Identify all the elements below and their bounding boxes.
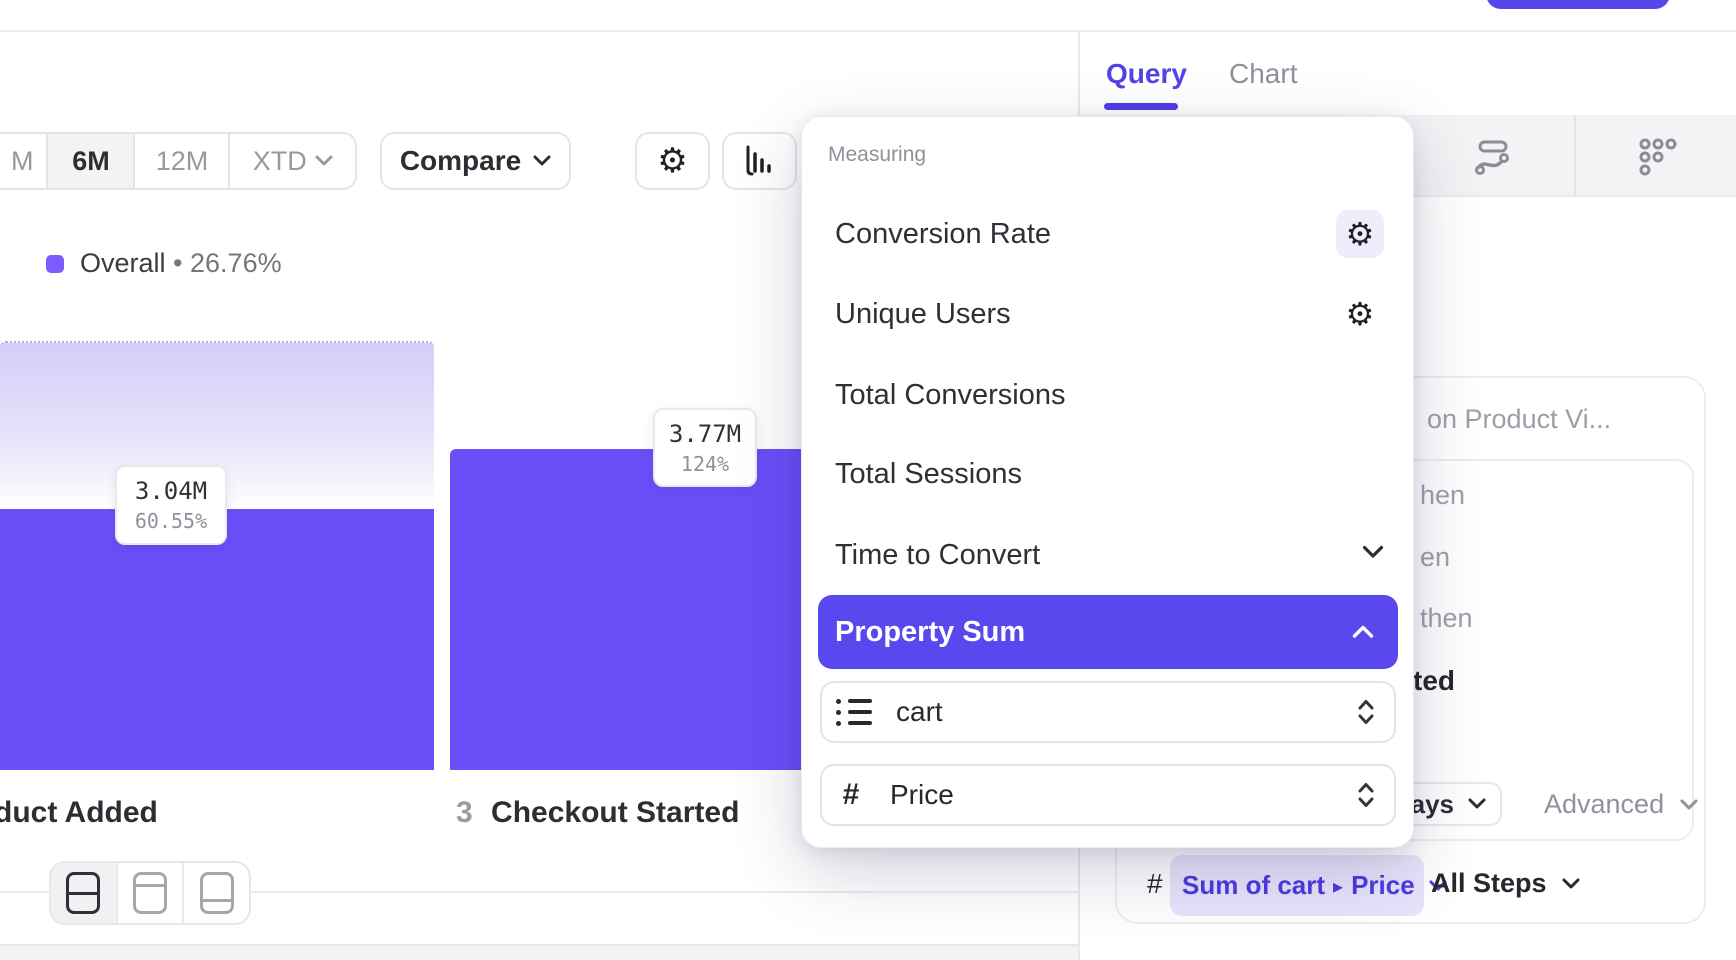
layout-split-horizontal-button[interactable] [51,863,118,923]
chart-footer-divider [0,891,1078,893]
step-label-product-added: duct Added [0,796,158,829]
split-horizontal-icon [66,872,101,914]
funnel-bar-checkout-started[interactable] [450,449,806,770]
funnel-bar-product-added[interactable] [0,509,434,770]
flow-chart-type-button[interactable] [1473,137,1513,177]
bar-chart-icon [743,144,777,178]
gear-icon: ⚙ [657,141,688,181]
tab-query[interactable]: Query [1106,58,1187,89]
active-tab-underline [1104,103,1178,110]
flow-icon [1473,137,1513,177]
menu-item-unique-users[interactable]: Unique Users [835,298,1011,330]
unfold-icon [1356,698,1376,726]
numeric-type-icon: # [1147,868,1163,899]
tab-chart[interactable]: Chart [1229,58,1298,89]
navbar-divider [0,30,1736,32]
top-pane-icon [133,872,167,914]
step-row-fragment: hen [1420,480,1466,510]
menu-item-property-sum-selected[interactable]: Property Sum [818,595,1398,669]
chevron-down-icon [315,155,333,167]
menu-item-total-sessions[interactable]: Total Sessions [835,458,1022,490]
breadcrumb-arrow-icon: ▸ [1333,873,1344,898]
gear-icon: ⚙ [1345,215,1375,253]
layout-toggle-group [49,861,251,925]
hash-icon: # [842,778,860,811]
legend-label: Overall • 26.76% [80,248,282,278]
grid-dots-icon [1638,137,1678,177]
time-range-12m[interactable]: 12M [135,134,231,188]
step-row-fragment: en [1420,542,1451,572]
chevron-down-icon [1680,799,1698,811]
property-select[interactable]: # Price [820,764,1396,826]
menu-item-time-to-convert[interactable]: Time to Convert [835,539,1041,571]
card-title-fragment: on Product Vi... [1427,404,1612,434]
time-range-xtd[interactable]: XTD [230,134,355,188]
step-name-fragment: ted [1413,665,1455,696]
time-range-segmented-control: M 6M 12M XTD [0,132,357,190]
conversion-rate-settings-button[interactable]: ⚙ [1336,210,1384,258]
menu-item-total-conversions[interactable]: Total Conversions [835,379,1066,411]
strip-divider [1574,115,1576,197]
chart-settings-button[interactable]: ⚙ [635,132,710,190]
time-range-6m[interactable]: 6M [48,134,136,188]
value-label-checkout-started: 3.77M 124% [653,408,757,487]
chevron-down-icon [1429,880,1447,892]
chevron-up-icon [1352,625,1374,639]
value-label-product-added: 3.04M 60.55% [115,465,227,545]
chevron-down-icon[interactable] [1362,545,1384,559]
chevron-down-icon [533,155,551,167]
layout-bottom-pane-button[interactable] [184,863,249,923]
grid-chart-type-button[interactable] [1638,137,1678,177]
chart-style-button[interactable] [722,132,797,190]
legend: Overall • 26.76% [46,248,282,279]
step-row-fragment: then [1420,603,1473,633]
step-label-checkout-started: 3 Checkout Started [456,796,740,829]
measured-property-pill[interactable]: Sum of cart ▸ Price [1170,855,1447,916]
primary-action-button[interactable] [1486,0,1670,9]
list-icon [836,699,872,726]
unique-users-settings-button[interactable]: ⚙ [1336,290,1384,338]
property-group-select[interactable]: cart [820,681,1396,743]
compare-button[interactable]: Compare [380,132,571,190]
chevron-down-icon [1562,878,1580,890]
chevron-down-icon [1468,798,1486,810]
table-header-strip [0,944,1078,960]
legend-swatch [46,254,64,273]
advanced-dropdown[interactable]: Advanced [1544,789,1698,820]
gear-icon: ⚙ [1345,295,1375,333]
steps-scope-dropdown[interactable]: All Steps [1431,868,1580,899]
popover-title: Measuring [828,143,927,166]
time-range-m[interactable]: M [0,134,49,188]
bottom-pane-icon [199,872,234,914]
layout-top-pane-button[interactable] [118,863,185,923]
unfold-icon [1356,781,1376,809]
measuring-popover: Measuring Conversion Rate ⚙ Unique Users… [801,116,1414,848]
menu-item-conversion-rate[interactable]: Conversion Rate [835,218,1051,250]
